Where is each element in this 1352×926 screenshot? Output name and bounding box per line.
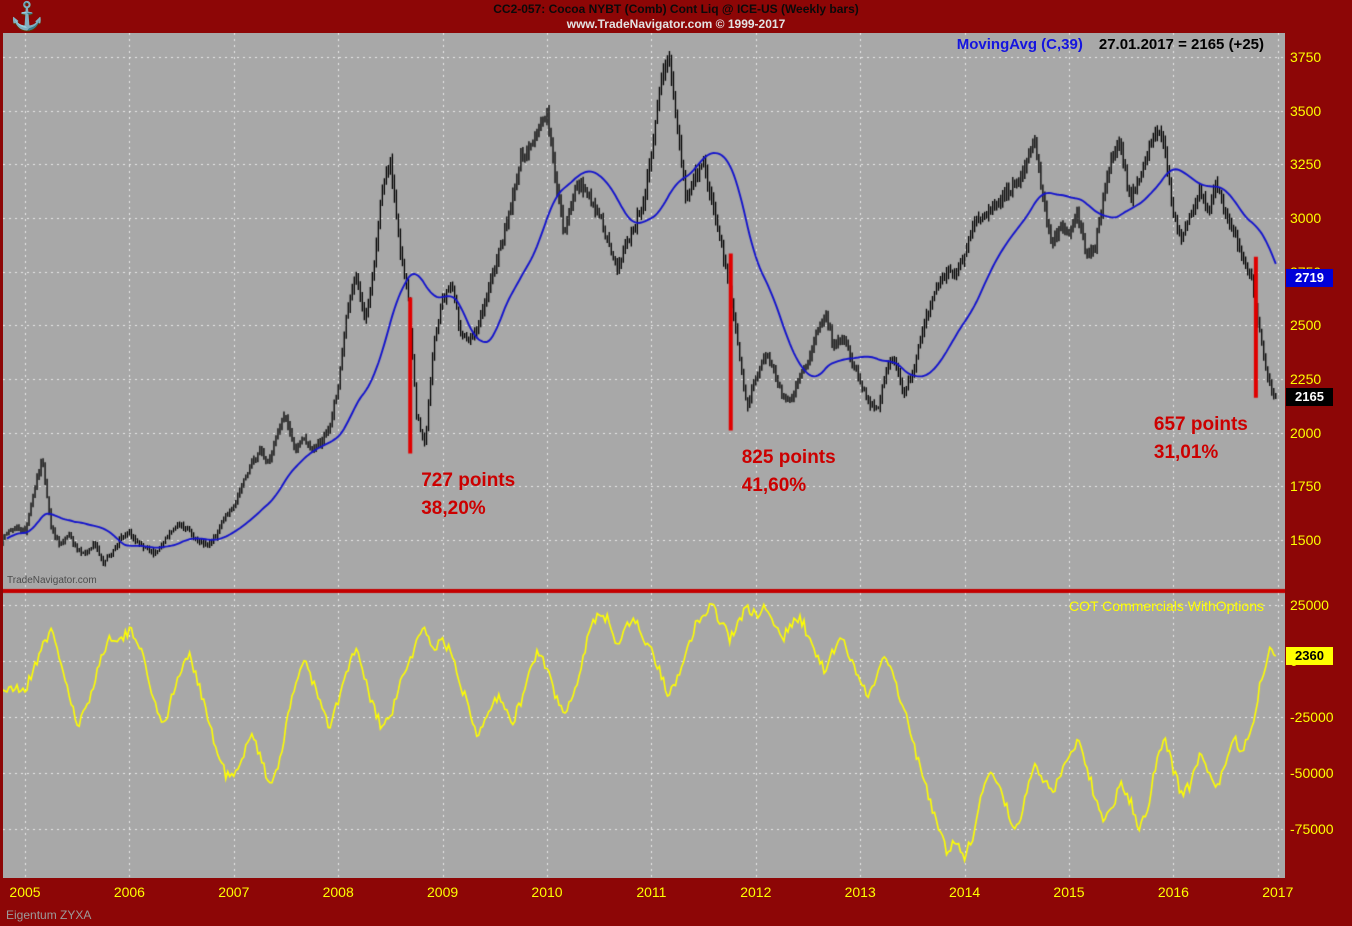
- drop-annotation-2008-points: 727 points: [421, 469, 516, 491]
- price-axis-tick-label: 3000: [1290, 210, 1322, 227]
- price-axis-tick-label: 1500: [1290, 532, 1322, 549]
- chart-subtitle: www.TradeNavigator.com © 1999-2017: [566, 17, 786, 31]
- footer-owner-text: Eigentum ZYXA: [6, 908, 92, 922]
- drop-annotation-2008: 727 points 38,20%: [421, 467, 515, 523]
- cot-axis-tick-label: 25000: [1290, 597, 1329, 613]
- year-axis-label: 2014: [949, 884, 981, 900]
- last-close-value-box: 2165: [1286, 388, 1333, 407]
- cot-axis-tick-label: -25000: [1290, 709, 1334, 725]
- price-axis-tick-label: 3250: [1290, 156, 1322, 173]
- price-axis-tick-label: 2250: [1290, 371, 1322, 388]
- year-axis-label: 2009: [427, 884, 459, 900]
- moving-average-legend-label: MovingAvg (C,39): [956, 36, 1083, 53]
- anchor-logo-icon: ⚓: [10, 1, 44, 31]
- year-axis-label: 2008: [322, 884, 354, 900]
- year-axis-label: 2010: [531, 884, 563, 900]
- drop-annotation-2011-points: 825 points: [741, 446, 836, 468]
- price-axis-tick-label: 3500: [1290, 102, 1322, 119]
- drop-annotation-2016: 657 points 31,01%: [1154, 411, 1248, 467]
- year-axis-label: 2011: [636, 884, 667, 900]
- year-axis-label: 2015: [1053, 884, 1085, 900]
- price-axis-tick-label: 2000: [1290, 424, 1322, 441]
- year-axis-label: 2013: [844, 884, 876, 900]
- drop-annotation-2011-percent: 41,60%: [741, 474, 807, 496]
- year-axis-label: 2012: [740, 884, 772, 900]
- cot-value-box: 2360: [1286, 646, 1333, 665]
- year-axis-label: 2005: [9, 884, 41, 900]
- price-axis-tick-label: 3750: [1290, 49, 1322, 65]
- cot-series-label: COT Commercials WithOptions: [1068, 598, 1264, 614]
- year-axis-label: 2007: [218, 884, 250, 900]
- date-value-readout: 27.01.2017 = 2165 (+25): [1098, 36, 1264, 53]
- price-axis-tick-label: 2500: [1290, 317, 1322, 334]
- drop-annotation-2016-points: 657 points: [1153, 413, 1248, 435]
- drop-annotation-2016-percent: 31,01%: [1153, 441, 1219, 463]
- year-axis-label: 2016: [1157, 884, 1189, 900]
- indicator-legend: MovingAvg (C,39) 27.01.2017 = 2165 (+25): [957, 36, 1264, 53]
- price-and-cot-chart-canvas: [3, 33, 1285, 878]
- year-axis-label: 2017: [1262, 884, 1294, 900]
- cot-axis-tick-label: -50000: [1290, 765, 1334, 781]
- year-axis-label: 2006: [113, 884, 145, 900]
- price-axis-tick-label: 1750: [1290, 478, 1322, 495]
- drop-annotation-2008-percent: 38,20%: [421, 497, 486, 519]
- moving-average-value-box: 2719: [1286, 269, 1333, 288]
- drop-annotation-2011: 825 points 41,60%: [742, 444, 836, 500]
- cot-axis-tick-label: -75000: [1290, 821, 1334, 837]
- watermark-text: TradeNavigator.com: [7, 575, 97, 586]
- chart-title: CC2-057: Cocoa NYBT (Comb) Cont Liq @ IC…: [493, 2, 859, 16]
